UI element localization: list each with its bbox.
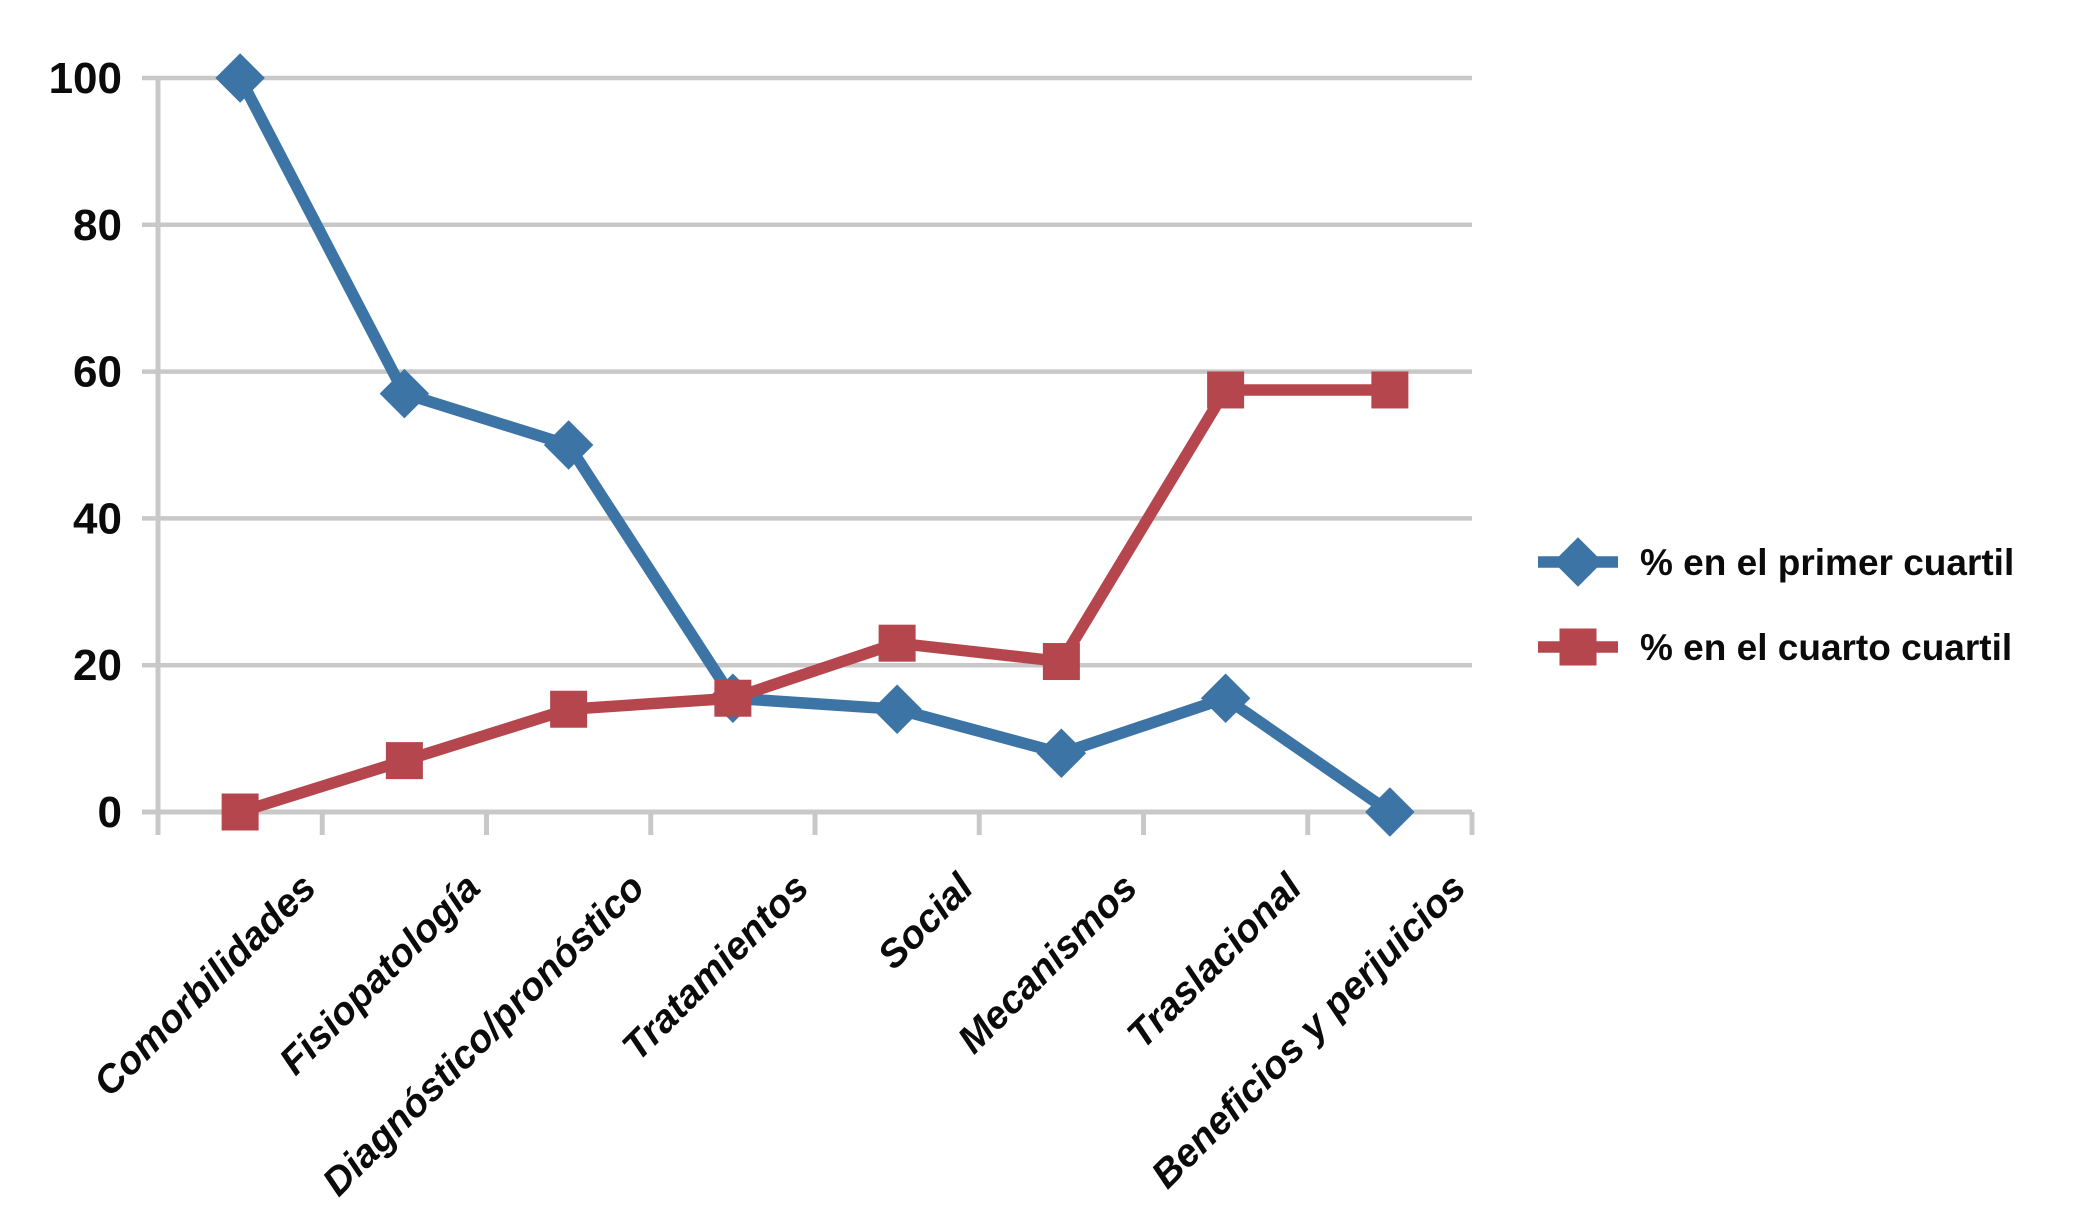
diamond-marker — [1036, 728, 1087, 779]
square-marker — [221, 793, 259, 831]
diamond-marker — [872, 684, 922, 734]
square-marker — [714, 679, 752, 717]
series-line-en-el-primer-cuartil — [234, 72, 1396, 818]
diamond-marker — [215, 53, 265, 103]
series-en-el-cuarto-cuartil — [221, 371, 1409, 831]
y-tick-label: 60 — [73, 348, 122, 397]
series-en-el-primer-cuartil — [215, 53, 1415, 837]
square-marker — [1371, 371, 1409, 409]
diamond-marker — [1553, 537, 1603, 587]
y-axis-labels: 0 20 40 60 80 100 — [49, 54, 122, 837]
legend-label: % en el primer cuartil — [1640, 542, 2014, 583]
square-marker — [550, 690, 588, 728]
y-tick-label: 40 — [73, 494, 122, 543]
diamond-marker — [379, 368, 430, 419]
axes — [155, 78, 1475, 835]
legend: % en el primer cuartil % en el cuarto cua… — [1538, 537, 2014, 668]
x-axis-labels: ComorbilidadesFisiopatologíaDiagnóstico/… — [86, 865, 1475, 1204]
legend-label: % en el cuarto cuartil — [1640, 627, 2012, 668]
square-marker — [1042, 643, 1080, 681]
x-category-label: Beneficios y perjuicios — [1143, 866, 1474, 1197]
series-line-en-el-cuarto-cuartil — [234, 384, 1396, 818]
legend-item-en-el-primer-cuartil: % en el primer cuartil — [1538, 537, 2014, 587]
y-tick-label: 0 — [98, 788, 122, 837]
gridlines — [142, 75, 1472, 815]
y-tick-label: 100 — [49, 54, 122, 103]
y-tick-label: 80 — [73, 201, 122, 250]
square-marker — [878, 624, 916, 662]
x-category-label: Social — [870, 865, 982, 977]
x-category-label: Diagnóstico/pronóstico — [315, 866, 653, 1204]
y-tick-label: 20 — [73, 641, 122, 690]
legend-item-en-el-cuarto-cuartil: % en el cuarto cuartil — [1538, 627, 2012, 668]
square-marker — [1207, 371, 1245, 409]
square-marker — [385, 742, 423, 780]
square-marker — [1559, 628, 1597, 666]
